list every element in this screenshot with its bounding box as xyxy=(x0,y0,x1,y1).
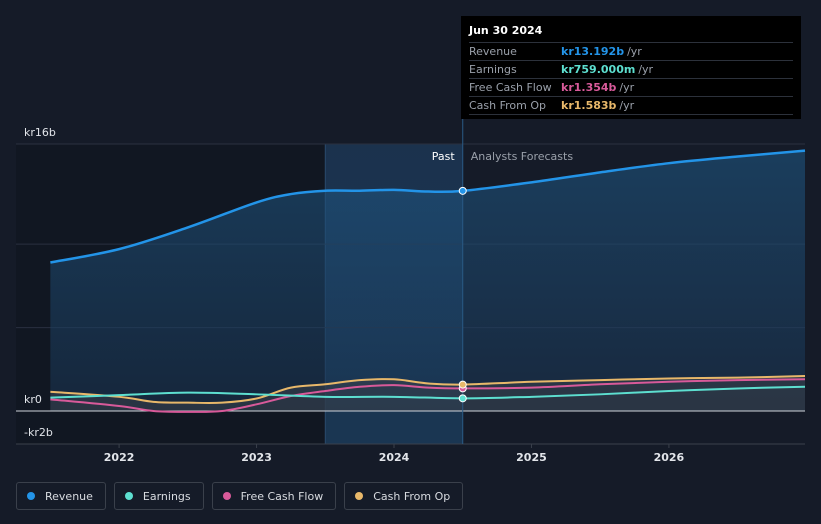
revenue-area xyxy=(50,150,805,412)
legend-dot-icon xyxy=(222,492,231,500)
tooltip-value: kr1.354b xyxy=(561,81,617,94)
tooltip-unit: /yr xyxy=(619,81,635,94)
y-tick-label: kr16b xyxy=(24,126,56,139)
tooltip-row-free-cash-flow: Free Cash Flow kr1.354b /yr xyxy=(469,79,793,97)
tooltip-label: Revenue xyxy=(469,45,517,58)
tooltip-label: Earnings xyxy=(469,63,517,76)
tooltip-value: kr1.583b xyxy=(561,99,617,112)
legend-label: Earnings xyxy=(142,489,191,503)
legend-item-cash-from-op[interactable]: Cash From Op xyxy=(344,482,464,510)
tooltip-label: Free Cash Flow xyxy=(469,81,552,94)
cash-from-op-line xyxy=(50,374,806,404)
y-tick-label: -kr2b xyxy=(24,426,53,439)
tooltip-unit: /yr xyxy=(619,99,635,112)
tooltip-value: kr13.192b xyxy=(561,45,625,58)
tooltip-date: Jun 30 2024 xyxy=(469,24,793,43)
legend-label: Revenue xyxy=(45,489,93,503)
revenue-line xyxy=(50,149,806,264)
revenue-marker xyxy=(458,186,467,195)
tooltip-row-cash-from-op: Cash From Op kr1.583b /yr xyxy=(469,97,793,115)
legend-dot-icon xyxy=(355,492,364,500)
y-tick-label: kr0 xyxy=(24,393,42,406)
x-tick-label: 2026 xyxy=(654,451,685,464)
legend-dot-icon xyxy=(124,492,133,500)
tooltip-row-earnings: Earnings kr759.000m /yr xyxy=(469,61,793,79)
x-tick-label: 2025 xyxy=(516,451,547,464)
free-cash-flow-line xyxy=(50,378,806,413)
legend-item-earnings[interactable]: Earnings xyxy=(113,482,204,510)
legend-dot-icon xyxy=(27,492,35,500)
x-tick-label: 2022 xyxy=(104,451,135,464)
x-tick-label: 2024 xyxy=(379,451,410,464)
legend-label: Free Cash Flow xyxy=(240,489,324,503)
earnings-line xyxy=(50,385,806,400)
tooltip: Jun 30 2024 Revenue kr13.192b /yr Earnin… xyxy=(461,16,801,119)
tooltip-unit: /yr xyxy=(627,45,642,58)
tooltip-row-revenue: Revenue kr13.192b /yr xyxy=(469,43,793,61)
legend-label: Cash From Op xyxy=(373,489,451,503)
legend-item-free-cash-flow[interactable]: Free Cash Flow xyxy=(211,482,337,510)
earnings-marker xyxy=(458,394,467,403)
past-label: Past xyxy=(432,150,456,163)
forecast-label: Analysts Forecasts xyxy=(471,150,574,163)
legend-item-revenue[interactable]: Revenue xyxy=(16,482,106,510)
legend: Revenue Earnings Free Cash Flow Cash Fro… xyxy=(16,482,464,510)
tooltip-unit: /yr xyxy=(638,63,654,76)
cash-from-op-marker xyxy=(458,380,467,389)
x-tick-label: 2023 xyxy=(241,451,272,464)
tooltip-value: kr759.000m xyxy=(561,63,636,76)
tooltip-label: Cash From Op xyxy=(469,99,547,112)
